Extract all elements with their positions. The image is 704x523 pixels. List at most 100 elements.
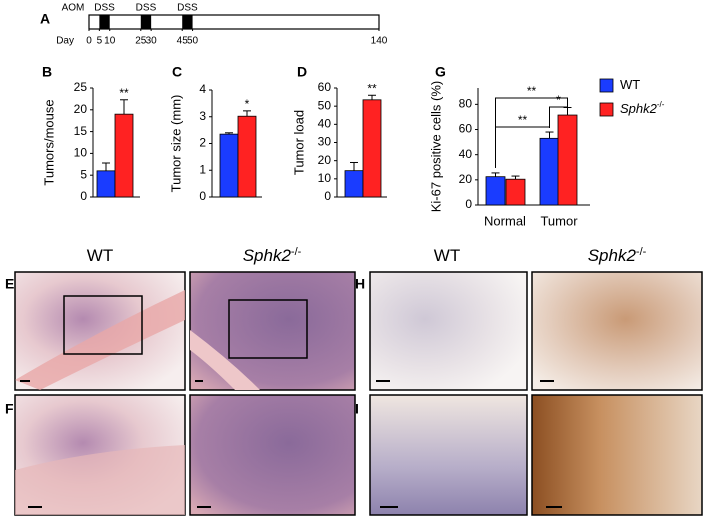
- bar: [219, 133, 239, 198]
- label: Sphk2-/-: [243, 246, 302, 266]
- significance: *: [245, 97, 250, 111]
- superscript: -/-: [291, 246, 302, 258]
- treatment-label: DSS: [177, 3, 198, 14]
- y-tick-label: 20: [459, 172, 473, 186]
- x-tick-label: 45: [177, 36, 189, 47]
- bar: [505, 178, 526, 206]
- y-tick-label: 50: [318, 98, 332, 112]
- x-tick-label: 140: [371, 36, 388, 47]
- y-tick-label: 20: [74, 102, 88, 116]
- y-tick-label: 80: [459, 97, 473, 111]
- treatment-label: DSS: [136, 3, 157, 14]
- legend-swatch: [599, 102, 614, 117]
- y-tick-label: 0: [324, 189, 331, 203]
- bar: [539, 137, 560, 206]
- error-bar: [368, 94, 376, 100]
- y-tick-label: 10: [74, 146, 88, 160]
- x-tick-label: 50: [187, 36, 199, 47]
- label-text: WT: [620, 77, 640, 92]
- micrograph: [369, 394, 528, 516]
- micrograph: [531, 394, 703, 516]
- error-bar: [350, 161, 358, 171]
- label: WT: [620, 77, 640, 92]
- y-tick-label: 3: [199, 109, 206, 123]
- y-tick-label: 5: [80, 167, 87, 181]
- treatment-block: [182, 15, 193, 29]
- y-tick-label: 40: [318, 117, 332, 131]
- y-axis-label: Ki-67 positive cells (%): [428, 81, 443, 213]
- error-bar: [120, 99, 128, 115]
- panel-label: B: [42, 64, 52, 80]
- micrograph: [189, 394, 356, 516]
- y-tick-label: 4: [199, 82, 206, 96]
- bar: [362, 99, 382, 198]
- y-tick-label: 25: [74, 80, 88, 94]
- significance-bracket: [549, 103, 568, 128]
- panel-label: F: [5, 401, 14, 417]
- significance: **: [119, 86, 129, 100]
- y-tick-label: 20: [318, 153, 332, 167]
- error-bar: [225, 132, 233, 135]
- significance: *: [556, 93, 561, 107]
- treatment-block: [140, 15, 152, 29]
- y-tick-label: 30: [318, 135, 332, 149]
- bar: [237, 115, 257, 198]
- y-tick-label: 10: [318, 171, 332, 185]
- significance: **: [367, 81, 377, 95]
- label-text: Sphk2: [620, 101, 658, 116]
- error-bar: [563, 107, 572, 116]
- y-axis-label: Tumor load: [291, 110, 306, 175]
- y-tick-label: 15: [74, 124, 88, 138]
- y-tick-label: 2: [199, 136, 206, 150]
- timeline-bar: [88, 14, 380, 30]
- error-bar: [102, 162, 110, 171]
- panel-label: A: [40, 11, 50, 27]
- label: WT: [87, 246, 113, 265]
- x-tick-label: 5: [97, 36, 103, 47]
- inset-box: [63, 295, 143, 355]
- error-bar: [243, 110, 251, 117]
- y-axis-label: Tumors/mouse: [41, 99, 56, 185]
- legend-swatch: [599, 78, 614, 93]
- y-tick-label: 0: [465, 197, 472, 211]
- x-tick-label: Normal: [484, 213, 526, 228]
- y-tick-label: 1: [199, 162, 206, 176]
- y-tick-label: 60: [459, 122, 473, 136]
- x-tick-label: 0: [86, 36, 92, 47]
- error-bar: [545, 131, 554, 139]
- x-tick-label: Tumor: [540, 213, 578, 228]
- label-text: WT: [87, 246, 113, 265]
- panel-label: E: [5, 276, 14, 292]
- panel-label: C: [172, 64, 182, 80]
- y-tick-label: 40: [459, 147, 473, 161]
- label-text: Sphk2: [588, 246, 637, 265]
- treatment-label: DSS: [94, 3, 115, 14]
- label-text: WT: [434, 246, 460, 265]
- y-tick-label: 0: [80, 189, 87, 203]
- timeline-axis-label: Day: [56, 36, 74, 47]
- bar: [557, 114, 578, 206]
- bar: [485, 176, 506, 206]
- error-bar: [491, 172, 500, 177]
- y-axis-label: Tumor size (mm): [168, 95, 183, 193]
- bar: [96, 170, 116, 198]
- panel-label: H: [355, 276, 365, 292]
- timeline-label: AOM: [62, 3, 85, 14]
- x-tick-label: 25: [135, 36, 147, 47]
- image-panels: [14, 271, 703, 516]
- micrograph: [531, 271, 703, 391]
- treatment-block: [99, 15, 110, 29]
- significance-bracket: [495, 97, 568, 168]
- error-bar: [511, 175, 520, 180]
- label: Sphk2-/-: [620, 100, 665, 116]
- x-tick-label: 10: [104, 36, 116, 47]
- micrograph: [369, 271, 528, 391]
- tissue: [15, 445, 185, 515]
- tissue: [190, 330, 260, 390]
- inset-box: [228, 299, 308, 359]
- bar: [114, 113, 134, 198]
- significance: **: [518, 113, 528, 127]
- superscript: -/-: [636, 246, 647, 258]
- y-tick-label: 0: [199, 189, 206, 203]
